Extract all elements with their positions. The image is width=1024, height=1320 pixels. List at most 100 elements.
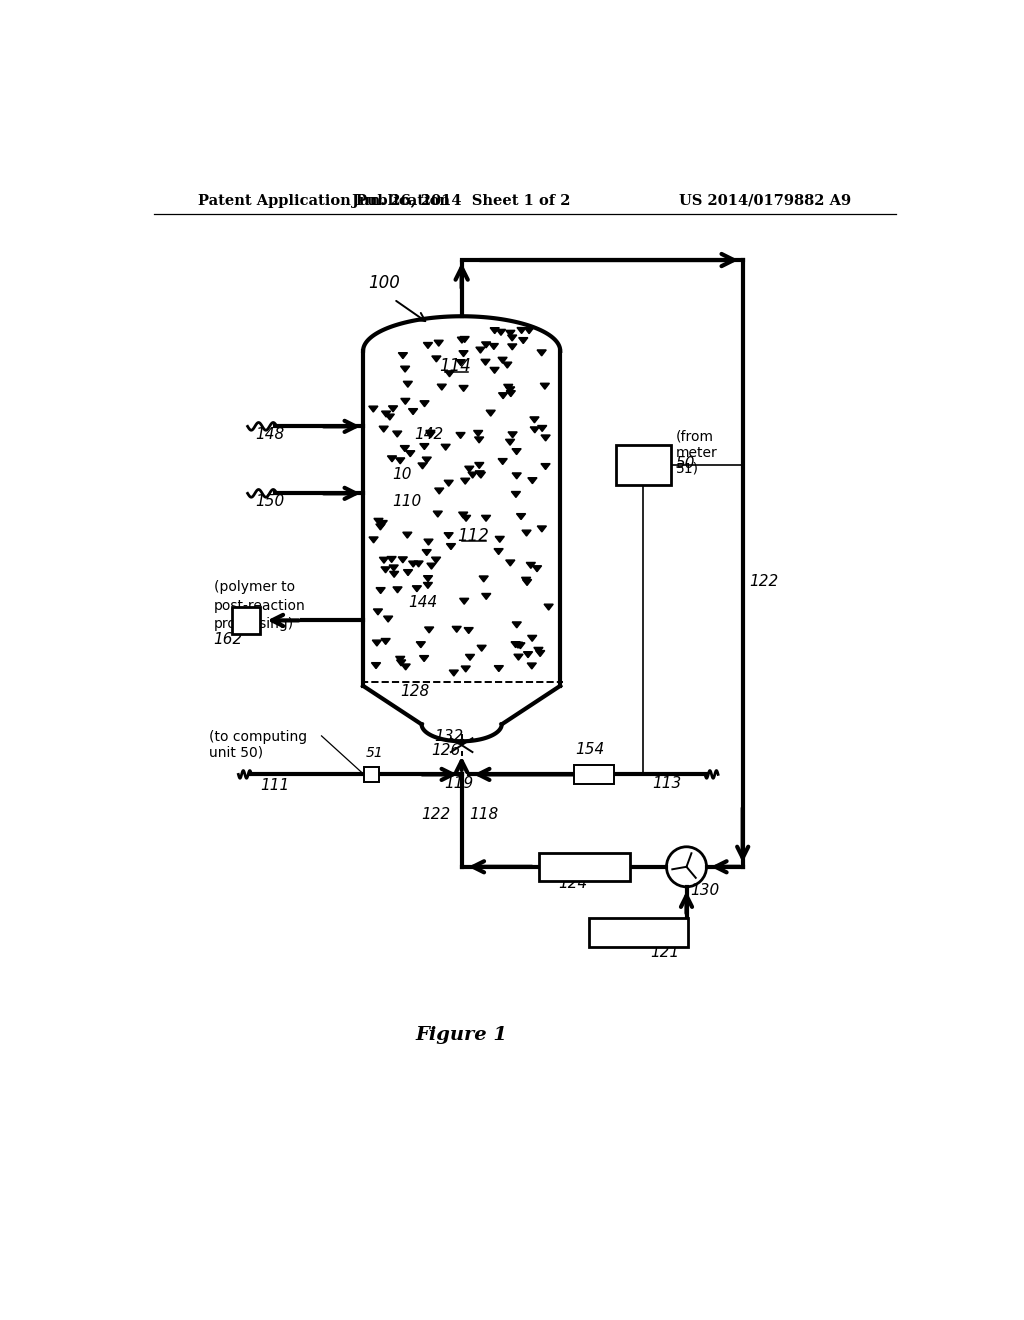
Polygon shape — [504, 384, 513, 391]
Polygon shape — [379, 557, 388, 564]
Polygon shape — [476, 473, 485, 478]
Text: Jun. 26, 2014  Sheet 1 of 2: Jun. 26, 2014 Sheet 1 of 2 — [352, 194, 571, 207]
Text: 100: 100 — [368, 273, 399, 292]
FancyBboxPatch shape — [615, 445, 671, 484]
Polygon shape — [498, 358, 507, 363]
Polygon shape — [422, 457, 431, 463]
Text: 51: 51 — [367, 746, 384, 760]
Text: (polymer to
post-reaction
processing): (polymer to post-reaction processing) — [214, 581, 305, 631]
Polygon shape — [437, 384, 446, 391]
Polygon shape — [508, 432, 517, 438]
Polygon shape — [420, 401, 429, 407]
Polygon shape — [481, 594, 490, 599]
Text: 114: 114 — [439, 358, 471, 375]
Polygon shape — [427, 564, 436, 569]
Polygon shape — [424, 576, 432, 582]
Polygon shape — [521, 577, 530, 583]
Text: (to computing
unit 50): (to computing unit 50) — [209, 730, 307, 760]
Polygon shape — [457, 359, 465, 366]
Polygon shape — [426, 430, 435, 437]
Polygon shape — [506, 560, 515, 566]
Text: 10: 10 — [392, 467, 412, 483]
Polygon shape — [384, 616, 393, 622]
Polygon shape — [372, 663, 381, 669]
Polygon shape — [511, 642, 520, 648]
Polygon shape — [393, 587, 402, 593]
Polygon shape — [526, 562, 536, 569]
Text: US 2014/0179882 A9: US 2014/0179882 A9 — [679, 194, 851, 207]
Polygon shape — [490, 327, 500, 334]
Polygon shape — [434, 488, 443, 494]
Polygon shape — [374, 609, 383, 615]
Polygon shape — [541, 383, 550, 389]
Text: 122: 122 — [749, 574, 778, 589]
Polygon shape — [406, 450, 415, 457]
Polygon shape — [508, 345, 517, 350]
Polygon shape — [473, 430, 482, 437]
Polygon shape — [420, 656, 429, 661]
Polygon shape — [481, 359, 490, 366]
Polygon shape — [477, 645, 486, 651]
Polygon shape — [403, 570, 413, 576]
Polygon shape — [513, 643, 522, 648]
Polygon shape — [369, 537, 378, 543]
Polygon shape — [527, 663, 537, 669]
Text: 111: 111 — [260, 777, 289, 793]
Polygon shape — [403, 381, 413, 387]
Polygon shape — [373, 640, 382, 645]
Polygon shape — [418, 463, 427, 469]
Polygon shape — [524, 327, 534, 334]
Polygon shape — [376, 587, 385, 594]
Polygon shape — [444, 371, 454, 376]
Text: 154: 154 — [575, 742, 605, 758]
Text: 144: 144 — [408, 594, 437, 610]
Text: 50: 50 — [676, 455, 695, 471]
Polygon shape — [506, 330, 515, 337]
Text: 162: 162 — [213, 631, 243, 647]
Text: 124: 124 — [558, 876, 587, 891]
Polygon shape — [432, 356, 441, 362]
Polygon shape — [425, 627, 434, 632]
Polygon shape — [387, 455, 396, 462]
Polygon shape — [481, 515, 490, 521]
Text: 130: 130 — [690, 883, 720, 898]
Text: Patent Application Publication: Patent Application Publication — [199, 194, 451, 207]
Polygon shape — [475, 462, 484, 469]
Polygon shape — [534, 647, 543, 653]
Polygon shape — [468, 473, 477, 478]
Polygon shape — [423, 342, 432, 348]
Polygon shape — [529, 417, 539, 422]
Polygon shape — [461, 667, 470, 672]
Polygon shape — [532, 566, 542, 572]
Polygon shape — [476, 347, 485, 354]
Polygon shape — [381, 639, 390, 644]
Text: 126: 126 — [431, 743, 460, 758]
Text: 128: 128 — [400, 684, 429, 698]
Polygon shape — [379, 426, 388, 432]
Polygon shape — [538, 425, 547, 432]
Text: 110: 110 — [392, 494, 422, 508]
Polygon shape — [503, 362, 512, 368]
Polygon shape — [409, 561, 418, 568]
Polygon shape — [398, 352, 408, 359]
Polygon shape — [512, 622, 521, 628]
Polygon shape — [514, 655, 523, 660]
Text: 150: 150 — [255, 494, 285, 508]
Polygon shape — [466, 655, 474, 660]
Polygon shape — [516, 643, 525, 648]
Polygon shape — [401, 664, 411, 671]
Text: 113: 113 — [652, 776, 682, 791]
Polygon shape — [517, 327, 526, 334]
Polygon shape — [490, 367, 499, 374]
Text: 142: 142 — [414, 426, 443, 442]
Text: 132: 132 — [435, 729, 464, 744]
Polygon shape — [462, 515, 471, 521]
Polygon shape — [385, 414, 394, 420]
Polygon shape — [433, 511, 442, 517]
Polygon shape — [538, 525, 547, 532]
Polygon shape — [389, 572, 398, 577]
Polygon shape — [389, 565, 398, 572]
Polygon shape — [516, 513, 525, 520]
Polygon shape — [434, 341, 443, 346]
Polygon shape — [519, 338, 527, 343]
